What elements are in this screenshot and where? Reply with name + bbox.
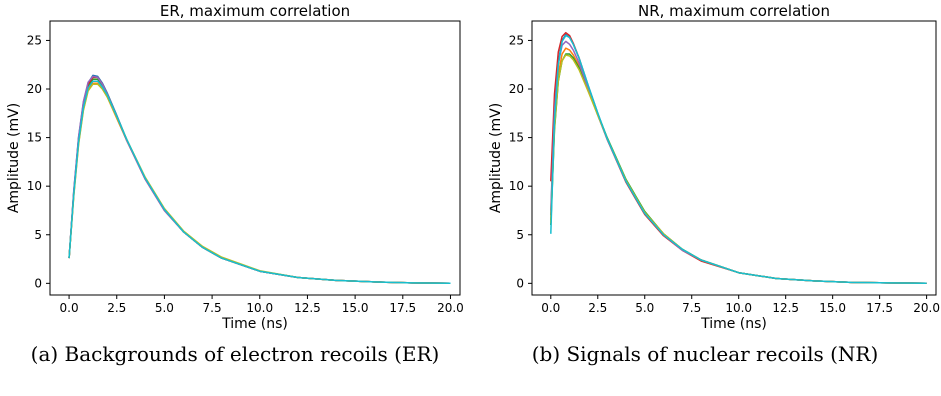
y-axis-label: Amplitude (mV) (6, 103, 22, 213)
figure-nr: 0.0 2.5 5.0 7.5 10.0 12.5 15.0 17.5 20.0 0 5 10 15 20… (470, 0, 940, 396)
series-line-2 (550, 53, 927, 285)
series-line-2 (68, 78, 451, 285)
x-tick-label: 0.0 (541, 301, 560, 315)
y-tick-label: 10 (509, 179, 524, 193)
x-tick-label: 17.5 (389, 301, 416, 315)
series-line-4 (68, 75, 451, 285)
y-tick-label: 10 (27, 179, 42, 193)
x-axis-label: Time (ns) (700, 316, 767, 330)
y-tick-label: 20 (509, 82, 524, 96)
x-tick-label: 7.5 (682, 301, 701, 315)
series-line-5 (550, 54, 927, 285)
y-tick-label: 15 (509, 131, 524, 145)
chart-er: 0.0 2.5 5.0 7.5 10.0 12.5 15.0 17.5 20.0 0 5 10 15 20… (6, 2, 464, 330)
x-tick-label: 12.5 (294, 301, 321, 315)
x-tick-label: 20.0 (913, 301, 940, 315)
chart-title: NR, maximum correlation (638, 2, 830, 20)
caption-er: (a) Backgrounds of electron recoils (ER) (30, 342, 440, 366)
x-tick-label: 12.5 (772, 301, 799, 315)
x-tick-label: 2.5 (107, 301, 126, 315)
x-tick-label: 5.0 (635, 301, 654, 315)
y-tick-label: 5 (516, 228, 524, 242)
chart-nr: 0.0 2.5 5.0 7.5 10.0 12.5 15.0 17.5 20.0 0 5 10 15 20… (488, 2, 940, 330)
plot-frame (531, 20, 937, 296)
series-line-6 (68, 80, 451, 285)
plot-frame (49, 20, 461, 296)
series-line-0 (68, 74, 451, 285)
x-tick-label: 17.5 (866, 301, 893, 315)
x-tick-label: 5.0 (155, 301, 174, 315)
series-line-3 (68, 76, 451, 285)
series-line-5 (68, 83, 451, 285)
y-tick-label: 20 (27, 82, 42, 96)
series-line-0 (550, 33, 927, 285)
x-tick-label: 15.0 (819, 301, 846, 315)
x-tick-label: 7.5 (203, 301, 222, 315)
y-tick-label: 15 (27, 131, 42, 145)
y-tick-label: 0 (34, 276, 42, 290)
caption-nr: (b) Signals of nuclear recoils (NR) (531, 342, 879, 366)
x-tick-label: 20.0 (437, 301, 464, 315)
y-tick-label: 0 (516, 276, 524, 290)
x-tick-label: 10.0 (246, 301, 273, 315)
x-axis-label: Time (ns) (221, 316, 288, 330)
series-line-3 (550, 31, 927, 285)
series-line-1 (68, 82, 451, 285)
series-line-6 (550, 34, 927, 285)
y-axis-label: Amplitude (mV) (488, 103, 504, 213)
x-tick-label: 2.5 (588, 301, 607, 315)
y-tick-label: 25 (27, 33, 42, 47)
x-tick-label: 0.0 (60, 301, 79, 315)
chart-title: ER, maximum correlation (160, 2, 350, 20)
series-line-4 (550, 40, 927, 285)
series-line-1 (550, 47, 927, 285)
y-tick-label: 5 (34, 228, 42, 242)
x-tick-label: 15.0 (342, 301, 369, 315)
y-tick-label: 25 (509, 33, 524, 47)
figure-er: 0.0 2.5 5.0 7.5 10.0 12.5 15.0 17.5 20.0 0 5 10 15 20… (0, 0, 470, 396)
x-tick-label: 10.0 (725, 301, 752, 315)
